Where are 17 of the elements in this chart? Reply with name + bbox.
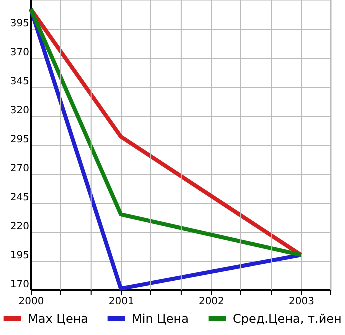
y-tick-label: 195 xyxy=(10,250,30,262)
legend-label: Сред.Цена, т.йен xyxy=(233,312,342,326)
y-tick-label: 245 xyxy=(10,192,30,204)
legend-label: Max Цена xyxy=(28,312,89,326)
y-tick-label: 370 xyxy=(10,48,30,58)
y-tick-label: 220 xyxy=(10,222,30,232)
x-tick-label: 2003 xyxy=(289,296,314,308)
y-tick-label: 295 xyxy=(10,134,30,146)
x-tick-label: 2000 xyxy=(18,296,44,308)
y-tick-label: 395 xyxy=(10,18,30,30)
x-tick-label: 2001 xyxy=(108,296,134,308)
y-tick-label: 320 xyxy=(10,106,30,116)
y-tick-label: 270 xyxy=(10,164,30,174)
x-tick-label: 2002 xyxy=(198,296,224,308)
legend-label: Min Цена xyxy=(132,312,190,326)
y-tick-label: 345 xyxy=(10,76,30,88)
y-tick-label: 170 xyxy=(10,280,30,290)
